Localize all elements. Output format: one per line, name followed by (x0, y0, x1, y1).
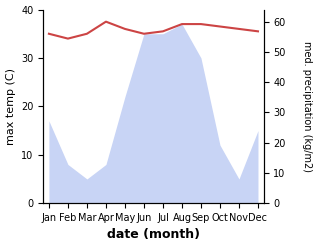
Y-axis label: max temp (C): max temp (C) (5, 68, 16, 145)
X-axis label: date (month): date (month) (107, 228, 200, 242)
Y-axis label: med. precipitation (kg/m2): med. precipitation (kg/m2) (302, 41, 313, 172)
